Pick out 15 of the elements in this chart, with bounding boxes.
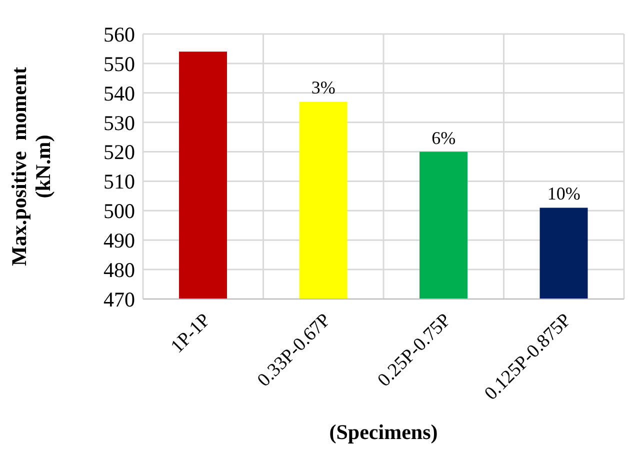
y-tick-label: 560: [104, 22, 135, 46]
annotation: 10%: [547, 184, 580, 204]
y-tick-label: 520: [104, 140, 135, 164]
y-tick-label: 530: [104, 110, 135, 135]
y-tick-label: 550: [104, 52, 135, 76]
x-axis-title: (Specimens): [329, 420, 438, 444]
y-tick-label: 470: [104, 287, 135, 312]
y-tick-label: 480: [104, 258, 135, 282]
y-tick-label: 490: [104, 228, 135, 253]
y-tick-label: 540: [104, 81, 135, 106]
y-tick-label: 500: [104, 199, 135, 224]
annotation: 3%: [311, 78, 336, 98]
annotation: 6%: [432, 128, 456, 148]
y-tick-label: 510: [104, 170, 135, 194]
y-axis-title: Max.positive moment (kN.m): [7, 67, 55, 266]
